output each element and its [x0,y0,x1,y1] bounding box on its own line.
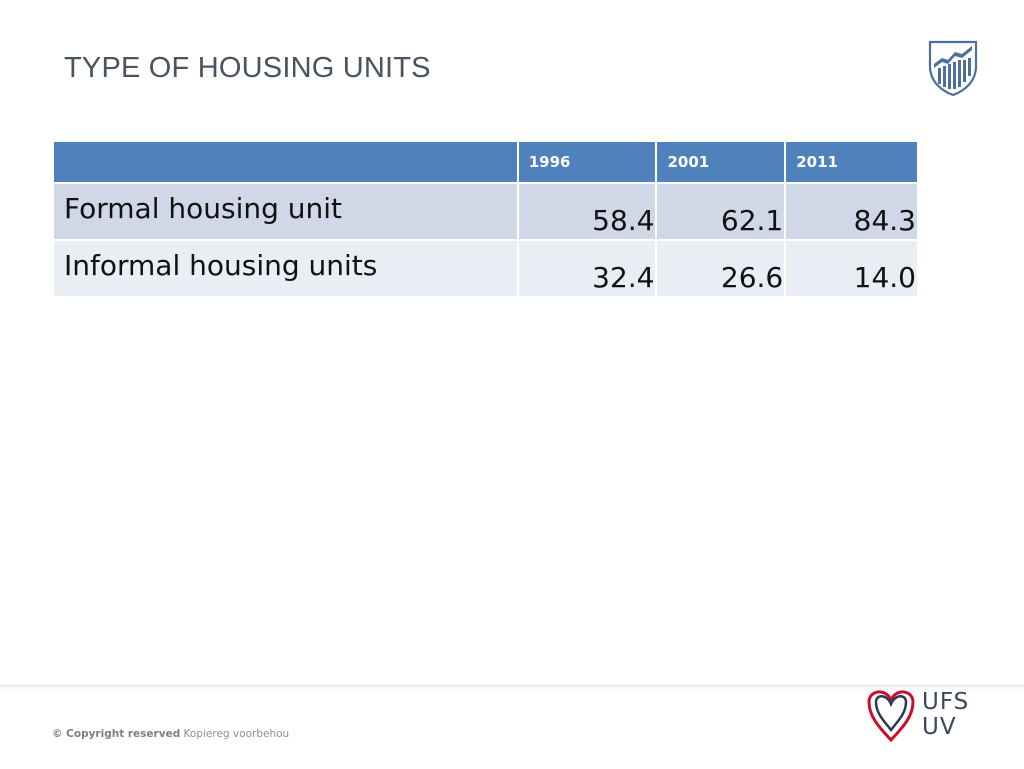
university-crest-icon [928,40,978,97]
table-cell: 32.4 [516,239,658,298]
table-header-cell [52,140,519,184]
table-row: Informal housing units 32.4 26.6 14.0 [52,239,919,298]
slide-title: TYPE OF HOUSING UNITS [64,52,431,84]
logo-line-uv: UV [922,714,957,740]
table-header-cell: 1996 [516,140,658,184]
table-cell: 26.6 [655,239,787,298]
table-header-cell: 2011 [784,140,919,184]
table-cell: 84.3 [784,182,919,241]
ufs-logo-text: UFS UV [922,690,969,740]
row-label: Formal housing unit [52,182,519,241]
ufs-heart-logo-icon [867,690,915,743]
table-header-row: 1996 2001 2011 [52,140,919,184]
copyright-notice: © Copyright reserved Kopiereg voorbehou [52,728,289,740]
row-label: Informal housing units [52,239,519,298]
housing-table: 1996 2001 2011 Formal housing unit 58.4 … [52,140,919,298]
table-row: Formal housing unit 58.4 62.1 84.3 [52,182,919,241]
table-cell: 14.0 [784,239,919,298]
table-header-cell: 2001 [655,140,787,184]
table-cell: 62.1 [655,182,787,241]
copyright-rest-text: Kopiereg voorbehou [180,728,290,740]
table-cell: 58.4 [516,182,658,241]
copyright-bold-text: © Copyright reserved [52,728,181,740]
logo-line-ufs: UFS [922,689,970,715]
footer-band [0,685,1024,769]
